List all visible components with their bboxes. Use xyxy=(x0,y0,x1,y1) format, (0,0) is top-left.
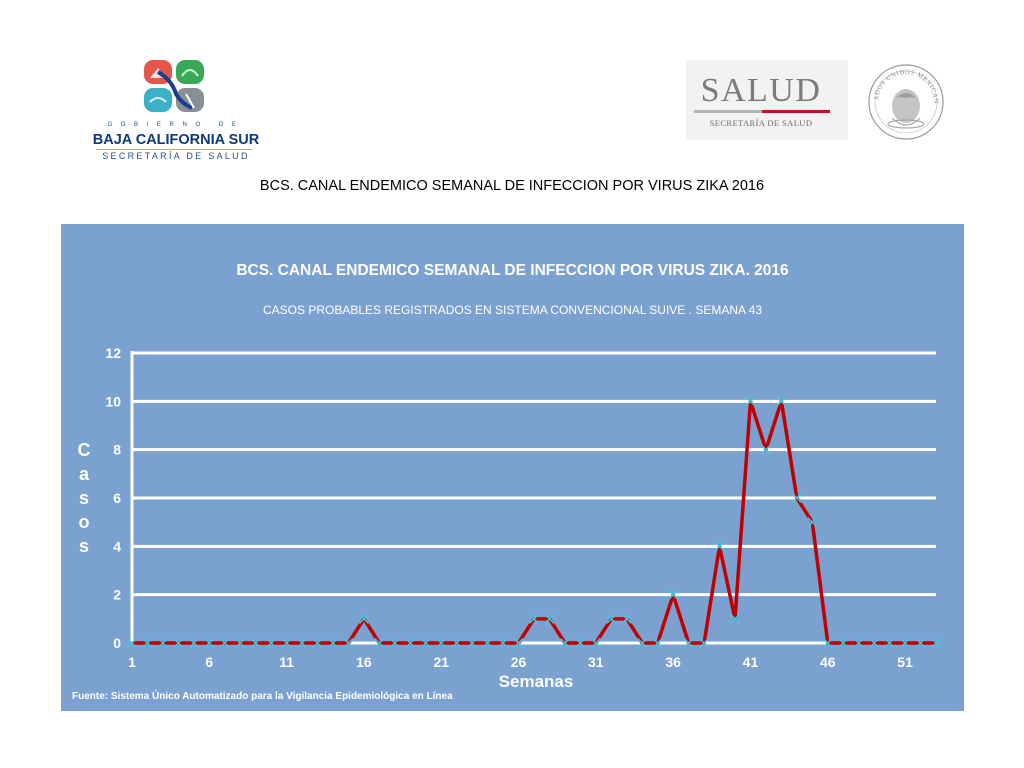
data-point-marker xyxy=(729,613,741,624)
x-tick-label: 11 xyxy=(279,654,294,670)
data-point-marker xyxy=(343,637,354,649)
y-axis-label-letter: o xyxy=(78,512,90,532)
mexico-seal-icon: ESTADOS UNIDOS MEXICANOS xyxy=(866,62,944,140)
data-point-marker xyxy=(420,637,431,649)
data-point-marker xyxy=(358,613,369,624)
salud-word: SALUD xyxy=(700,72,822,109)
data-point-marker xyxy=(791,492,802,504)
data-point-marker xyxy=(838,637,849,649)
y-tick-label: 8 xyxy=(113,442,121,458)
data-point-marker xyxy=(637,637,648,649)
data-point-marker xyxy=(930,637,942,649)
data-point-marker xyxy=(544,613,555,624)
data-point-marker xyxy=(235,637,246,649)
data-point-marker xyxy=(822,637,833,649)
data-point-marker xyxy=(699,637,710,649)
salud-logo: SALUD SECRETARÍA DE SALUD xyxy=(686,60,848,140)
data-point-marker xyxy=(389,637,400,649)
chart-subtitle: CASOS PROBABLES REGISTRADOS EN SISTEMA C… xyxy=(262,303,763,317)
data-point-marker xyxy=(312,637,323,649)
bcs-gobierno-text: GOBIERNO DE xyxy=(107,122,245,128)
data-point-marker xyxy=(714,541,725,552)
x-tick-label: 16 xyxy=(356,654,372,670)
data-point-marker xyxy=(142,637,153,649)
data-point-marker xyxy=(297,637,308,649)
data-point-marker xyxy=(498,637,509,649)
chart-title: BCS. CANAL ENDEMICO SEMANAL DE INFECCION… xyxy=(236,262,789,279)
data-point-marker xyxy=(467,637,478,649)
y-axis-label-letter: C xyxy=(77,440,91,460)
data-point-marker xyxy=(157,637,168,649)
salud-color-bar xyxy=(694,110,830,113)
data-point-marker xyxy=(281,637,292,649)
y-tick-label: 0 xyxy=(113,635,121,651)
data-point-marker xyxy=(204,637,215,649)
data-point-marker xyxy=(853,637,864,649)
data-point-marker xyxy=(126,637,138,649)
x-tick-label: 21 xyxy=(433,654,449,670)
data-point-marker xyxy=(807,517,818,528)
data-point-marker xyxy=(405,637,416,649)
x-tick-label: 6 xyxy=(205,654,213,670)
y-axis-label-letter: s xyxy=(78,488,89,508)
y-axis-label-letter: s xyxy=(78,536,89,556)
data-point-marker xyxy=(590,637,601,649)
y-tick-label: 2 xyxy=(113,587,121,603)
x-tick-label: 36 xyxy=(665,654,681,670)
data-point-marker xyxy=(451,637,462,649)
data-point-marker xyxy=(668,589,679,600)
data-point-marker xyxy=(606,613,617,624)
data-point-marker xyxy=(528,613,540,624)
x-axis-label: Semanas xyxy=(498,672,574,691)
source-note: Fuente: Sistema Único Automatizado para … xyxy=(72,691,453,702)
data-point-marker xyxy=(374,637,385,649)
data-point-marker xyxy=(250,637,261,649)
x-tick-label: 51 xyxy=(897,654,913,670)
bcs-emblem-icon xyxy=(144,60,204,112)
x-tick-label: 46 xyxy=(820,654,836,670)
data-point-marker xyxy=(559,637,570,649)
data-point-marker xyxy=(327,637,339,649)
y-axis-label-letter: a xyxy=(78,464,89,484)
data-point-marker xyxy=(188,637,199,649)
bcs-state-name: BAJA CALIFORNIA SUR xyxy=(92,132,260,148)
data-point-marker xyxy=(513,637,524,649)
data-point-marker xyxy=(683,637,694,649)
data-point-marker xyxy=(760,444,771,455)
y-tick-label: 10 xyxy=(105,393,121,409)
x-tick-label: 41 xyxy=(743,654,759,670)
data-point-marker xyxy=(173,637,184,649)
data-point-marker xyxy=(621,613,632,624)
data-point-marker xyxy=(900,637,911,649)
data-point-marker xyxy=(869,637,880,649)
bcs-secretaria-text: SECRETARÍA DE SALUD xyxy=(102,151,250,161)
data-point-marker xyxy=(266,637,277,649)
data-point-marker xyxy=(219,637,230,649)
chart-panel: 0 2 4 6 8 10 12 1 6 11 16 21 26 31 36 41 46 51 BCS. CANAL… xyxy=(61,224,964,711)
bcs-divider xyxy=(96,149,252,150)
x-tick-label: 1 xyxy=(128,654,136,670)
data-point-marker xyxy=(745,396,756,407)
data-point-marker xyxy=(575,637,586,649)
y-tick-label: 4 xyxy=(113,538,121,554)
y-tick-label: 12 xyxy=(105,345,121,361)
page-title: BCS. CANAL ENDEMICO SEMANAL DE INFECCION… xyxy=(259,178,765,194)
bcs-government-logo: GOBIERNO DE BAJA CALIFORNIA SUR SECRETAR… xyxy=(92,58,260,162)
data-point-marker xyxy=(652,637,663,649)
data-point-marker xyxy=(915,637,926,649)
data-point-marker xyxy=(436,637,447,649)
data-point-marker xyxy=(482,637,493,649)
data-point-marker xyxy=(776,396,787,407)
series-line xyxy=(132,399,936,645)
x-tick-label: 31 xyxy=(588,654,604,670)
y-tick-label: 6 xyxy=(113,490,121,506)
salud-subtitle: SECRETARÍA DE SALUD xyxy=(709,118,813,128)
data-point-marker xyxy=(884,637,895,649)
x-tick-label: 26 xyxy=(511,654,527,670)
